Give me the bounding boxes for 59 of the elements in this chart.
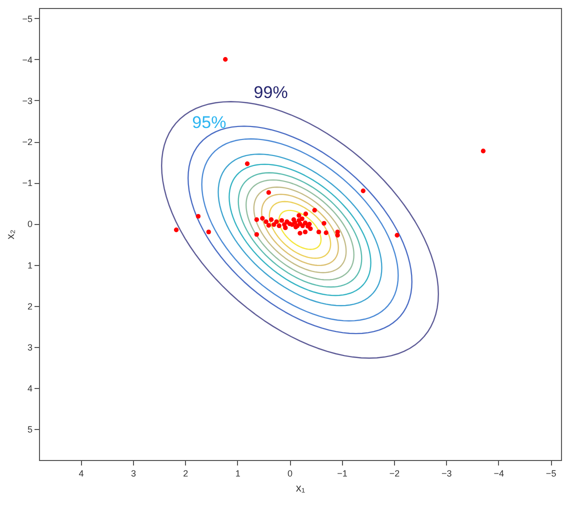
point xyxy=(298,230,302,236)
point xyxy=(268,217,274,222)
point xyxy=(279,218,284,223)
point xyxy=(480,148,486,154)
y-tick-label: −1 xyxy=(22,178,32,188)
point xyxy=(274,219,279,224)
x-axis-title: x₁ xyxy=(296,482,306,494)
x-tick-label: −5 xyxy=(546,468,556,478)
point xyxy=(266,190,272,195)
point xyxy=(324,230,328,236)
point xyxy=(254,232,260,237)
y-tick-label: 4 xyxy=(27,384,32,394)
x-tick-label: 0 xyxy=(288,468,293,478)
point xyxy=(312,208,317,213)
point xyxy=(206,230,211,234)
annotation: 99% xyxy=(254,82,288,102)
point xyxy=(196,214,201,219)
point xyxy=(223,57,228,62)
x-tick-label: −2 xyxy=(389,468,400,478)
y-tick-label: 5 xyxy=(27,424,32,435)
point xyxy=(283,225,288,230)
point xyxy=(272,222,276,227)
point xyxy=(264,219,268,224)
x-tick-label: 1 xyxy=(235,468,240,478)
point xyxy=(302,230,308,234)
point xyxy=(276,223,282,228)
y-tick-label: 2 xyxy=(27,301,32,312)
point xyxy=(296,213,302,218)
y-tick-label: −5 xyxy=(22,14,32,24)
x-tick-label: 4 xyxy=(78,468,84,478)
y-tick-label: −2 xyxy=(22,137,32,148)
point xyxy=(284,219,290,224)
point xyxy=(302,220,308,226)
point xyxy=(254,217,260,222)
point xyxy=(244,161,250,166)
point xyxy=(316,230,322,234)
point xyxy=(303,212,308,216)
y-tick-label: 3 xyxy=(27,342,32,352)
y-tick-label: −3 xyxy=(22,96,32,106)
y-tick-label: 1 xyxy=(27,260,32,270)
point xyxy=(305,224,310,229)
point xyxy=(300,223,305,228)
x-tick-label: −3 xyxy=(442,468,452,478)
point xyxy=(174,228,179,232)
x-tick-label: −1 xyxy=(337,468,348,478)
y-tick-label: 0 xyxy=(27,219,32,230)
point xyxy=(291,217,296,222)
point xyxy=(360,188,366,194)
y-tick-label: −4 xyxy=(22,54,32,65)
y-axis-title: x₂ xyxy=(5,230,18,240)
point xyxy=(260,216,265,221)
annotation: 95% xyxy=(192,112,226,132)
x-tick-label: 3 xyxy=(130,468,136,478)
point xyxy=(266,223,272,228)
point xyxy=(296,218,302,223)
point xyxy=(394,232,400,238)
x-tick-label: 2 xyxy=(183,468,188,478)
x-tick-label: −4 xyxy=(494,468,504,478)
point xyxy=(322,220,326,226)
